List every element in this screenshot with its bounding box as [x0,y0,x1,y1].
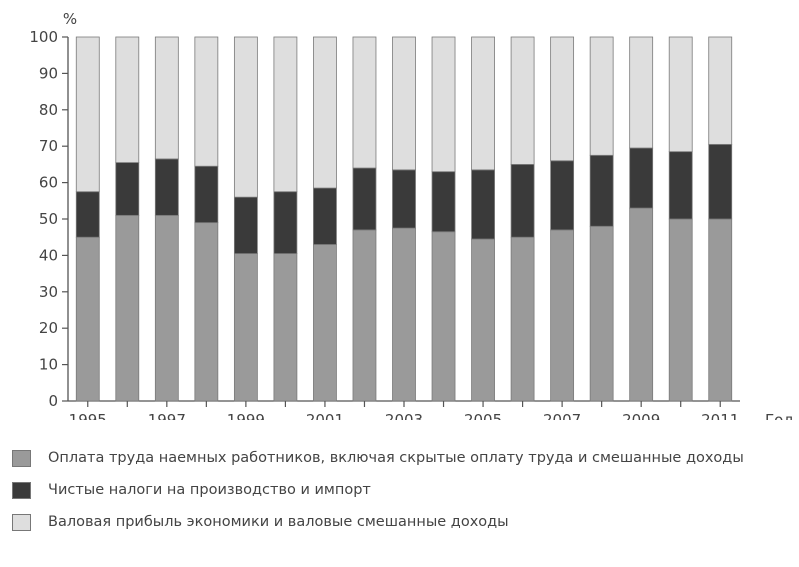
x-tick-label-2007: 2007 [543,411,581,420]
bar-1995-series-0 [75,236,100,402]
bar-2006-series-0 [510,236,535,402]
legend-label-net-taxes: Чистые налоги на производство и импорт [48,482,371,498]
bar-2004-series-2 [431,36,456,173]
bar-1998-series-2 [194,36,219,167]
legend-item-net-taxes: Чистые налоги на производство и импорт [12,480,782,500]
bar-2005-series-2 [471,36,495,171]
bar-1995-series-2 [75,36,100,193]
bar-2007-series-0 [550,229,575,402]
bar-1999-series-1 [233,196,258,254]
bar-2011-series-0 [708,218,733,402]
y-tick-label-0: 0 [48,392,58,410]
bar-2011-series-2 [708,36,733,145]
legend-item-labor-compensation: Оплата труда наемных работников, включая… [12,448,782,468]
y-tick-label-40: 40 [39,246,58,264]
legend-swatch-gross-profit [12,514,31,531]
bar-2001-series-1 [313,187,337,245]
y-axis-unit-label: % [63,10,77,28]
bar-2003-series-2 [392,36,416,171]
bar-2007-series-1 [550,160,575,231]
bar-2010-series-0 [668,218,693,402]
bar-1999-series-2 [233,36,258,198]
x-tick-label-2001: 2001 [306,411,344,420]
bar-1999-series-0 [233,253,258,402]
bar-2006-series-1 [510,163,535,238]
bar-2009-series-2 [629,36,654,149]
bar-2010-series-1 [668,151,693,220]
bar-2000-series-0 [273,253,298,402]
x-tick-label-2009: 2009 [622,411,660,420]
bar-1997-series-2 [154,36,179,160]
bar-2003-series-1 [392,169,416,229]
bar-1995-series-1 [75,191,100,238]
bar-2005-series-0 [471,238,495,402]
x-tick-label-1997: 1997 [148,411,186,420]
x-tick-label-1999: 1999 [227,411,265,420]
bar-2004-series-1 [431,171,456,233]
y-tick-label-100: 100 [29,28,58,46]
bar-1997-series-1 [154,158,179,216]
bar-2004-series-0 [431,231,456,402]
y-tick-label-20: 20 [39,319,58,337]
x-axis-label: Год [765,411,794,420]
bar-2001-series-2 [313,36,337,189]
bar-1998-series-1 [194,165,219,224]
x-tick-label-2003: 2003 [385,411,423,420]
bar-2008-series-1 [589,154,614,227]
bar-2003-series-0 [392,227,416,402]
bar-1998-series-0 [194,222,219,402]
y-tick-label-70: 70 [39,137,58,155]
chart-canvas: % 0 10 20 30 40 50 60 70 80 90 100 1995 1997 1999 2001 2… [29,10,794,420]
bar-1996-series-2 [115,36,140,163]
y-tick-label-30: 30 [39,283,58,301]
stacked-bar-chart: % 0 10 20 30 40 50 60 70 80 90 100 1995 1997 1999 2001 2… [29,10,794,420]
bar-2010-series-2 [668,36,693,153]
legend-item-gross-profit: Валовая прибыль экономики и валовые смеш… [12,512,782,532]
legend-label-gross-profit: Валовая прибыль экономики и валовые смеш… [48,514,509,530]
bar-2000-series-1 [273,191,298,254]
bar-2011-series-1 [708,143,733,220]
bar-2008-series-0 [589,225,614,402]
y-tick-label-80: 80 [39,101,58,119]
y-tick-label-50: 50 [39,210,58,228]
legend-swatch-labor-compensation [12,450,31,467]
y-tick-label-90: 90 [39,64,58,82]
x-tick-label-1995: 1995 [69,411,107,420]
legend-label-labor-compensation: Оплата труда наемных работников, включая… [48,450,744,466]
bar-2006-series-2 [510,36,535,165]
bar-2002-series-1 [352,167,377,231]
bar-2009-series-1 [629,147,654,209]
bar-2002-series-0 [352,229,377,402]
bar-1996-series-1 [115,162,140,216]
legend: Оплата труда наемных работников, включая… [12,448,782,544]
bar-2000-series-2 [273,36,298,193]
bar-2002-series-2 [352,36,377,169]
y-tick-label-60: 60 [39,174,58,192]
bar-1996-series-0 [115,214,140,402]
bar-2007-series-2 [550,36,575,162]
bar-2001-series-0 [313,244,337,402]
bar-2009-series-0 [629,207,654,402]
x-tick-label-2011: 2011 [701,411,739,420]
bar-2005-series-1 [471,169,495,240]
legend-swatch-net-taxes [12,482,31,499]
bar-2008-series-2 [589,36,614,156]
bar-1997-series-0 [154,214,179,402]
x-tick-label-2005: 2005 [464,411,502,420]
y-tick-label-10: 10 [39,356,58,374]
